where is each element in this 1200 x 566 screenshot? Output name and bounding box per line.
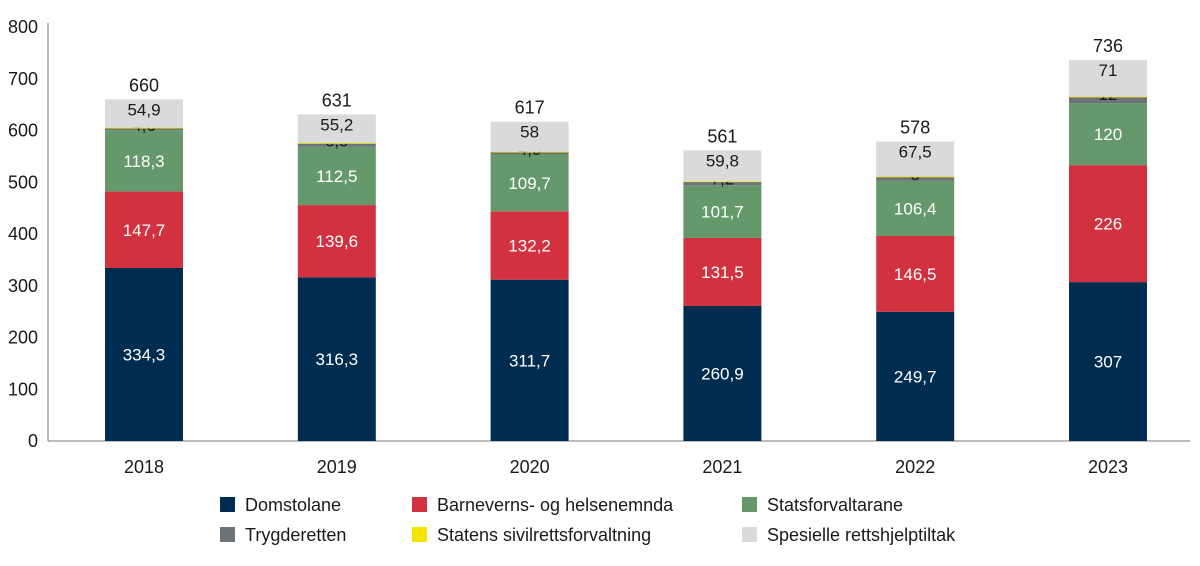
data-label: 334,3 [123,345,166,364]
x-tick-label: 2020 [510,457,550,477]
bar-segment-4 [490,151,569,153]
data-label: 67,5 [899,143,932,162]
y-tick-label: 800 [8,17,38,37]
data-label: 59,8 [706,151,739,170]
data-label: 249,7 [894,367,937,386]
x-tick-label: 2021 [702,457,742,477]
data-label: 132,2 [508,236,551,255]
bar-segment-1 [1069,165,1147,283]
x-tick-label: 2022 [895,457,935,477]
bar-segment-4 [876,176,955,178]
data-label: 71 [1099,61,1118,80]
bar-segment-0 [490,279,569,441]
legend-swatch [742,497,757,512]
y-tick-label: 100 [8,379,38,399]
legend-label: Barneverns- og helsenemnda [437,495,674,515]
bar-segment-3 [297,143,376,147]
y-tick-label: 400 [8,224,38,244]
bar-total-label: 561 [707,126,737,146]
bar-segment-4 [683,181,762,183]
data-label: 109,7 [508,174,551,193]
data-label: 307 [1094,353,1122,372]
bar-segment-5 [297,114,376,144]
data-label: 139,6 [316,232,359,251]
bar-segment-4 [105,127,183,129]
data-label: 55,2 [320,115,353,134]
bar-segment-3 [683,181,762,186]
legend-swatch [412,497,427,512]
x-tick-label: 2018 [124,457,164,477]
legend-label: Domstolane [245,495,341,515]
bar-segment-3 [1069,96,1147,104]
bar-segment-0 [105,267,183,441]
bar-total-label: 736 [1093,36,1123,56]
bar-segment-0 [683,305,762,441]
bar-segment-5 [105,99,183,128]
data-label: 120 [1094,125,1122,144]
legend-swatch [742,527,757,542]
bar-total-label: 617 [515,98,545,118]
data-label: 106,4 [894,199,937,218]
bar-segment-0 [876,311,955,441]
bar-segment-2 [490,154,569,212]
data-label: 311,7 [509,351,550,370]
bar-segment-3 [876,176,955,181]
bar-segment-2 [297,146,376,206]
data-label: 316,3 [316,350,359,369]
data-label: 54,9 [127,100,160,119]
bar-segment-4 [1069,96,1147,98]
bar-segment-4 [297,143,376,144]
data-label: 112,5 [316,167,357,186]
data-label: 58 [520,123,539,142]
y-tick-label: 300 [8,276,38,296]
y-tick-label: 0 [28,431,38,451]
x-tick-label: 2023 [1088,457,1128,477]
legend-label: Spesielle rettshjelptiltak [767,525,956,545]
bar-segment-3 [105,127,183,131]
legend-swatch [220,497,235,512]
data-label: 101,7 [701,203,744,222]
data-label: 226 [1094,215,1122,234]
data-label: 118,3 [123,152,164,171]
y-tick-label: 500 [8,172,38,192]
data-label: 147,7 [123,221,166,240]
legend-label: Statens sivilrettsforvaltning [437,525,651,545]
bar-segment-1 [297,205,376,278]
bar-total-label: 660 [129,75,159,95]
bar-segment-1 [105,191,183,268]
legend-label: Statsforvaltarane [767,495,903,515]
bar-segment-1 [683,237,762,306]
bar-segment-2 [105,130,183,192]
data-label: 260,9 [701,364,744,383]
legend-swatch [412,527,427,542]
bar-total-label: 578 [900,118,930,138]
bar-segment-1 [876,235,955,312]
bar-segment-1 [490,211,569,280]
bar-segment-5 [683,150,762,182]
bar-segment-0 [1069,282,1147,441]
bar-total-label: 631 [322,90,352,110]
bar-segment-5 [490,121,569,152]
y-tick-label: 200 [8,328,38,348]
y-tick-label: 700 [8,69,38,89]
bar-segment-5 [1069,59,1147,97]
bar-segment-2 [683,185,762,238]
legend-label: Trygderetten [245,525,346,545]
x-tick-label: 2019 [317,457,357,477]
bar-segment-5 [876,141,955,177]
bar-segment-0 [297,277,376,441]
bar-segment-3 [490,151,569,155]
data-label: 131,5 [701,263,744,282]
bar-segment-2 [876,180,955,236]
data-label: 146,5 [894,265,937,284]
y-tick-label: 600 [8,121,38,141]
bar-segment-2 [1069,103,1147,166]
legend-swatch [220,527,235,542]
